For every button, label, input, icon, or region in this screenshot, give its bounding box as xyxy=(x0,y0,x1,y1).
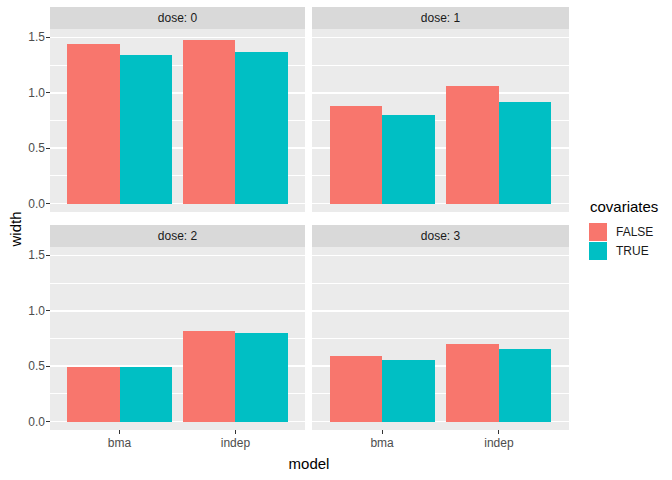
y-tick-mark xyxy=(46,203,50,204)
x-tick-mark xyxy=(382,430,383,434)
y-tick-label: 0.5 xyxy=(11,141,45,155)
bar-indep-false xyxy=(446,344,499,422)
y-tick-mark xyxy=(46,366,50,367)
minor-gridline xyxy=(50,283,305,284)
x-tick-label: indep xyxy=(205,436,265,450)
major-gridline xyxy=(312,310,569,312)
faceted-bar-chart: width model dose: 0 dose: 1 dose: 2 dose: 3… xyxy=(0,0,672,480)
y-tick-mark xyxy=(46,421,50,422)
major-gridline xyxy=(312,37,569,39)
bar-bma-true xyxy=(382,115,435,204)
x-tick-label: bma xyxy=(90,436,150,450)
major-gridline xyxy=(50,310,305,312)
minor-gridline xyxy=(312,65,569,66)
bar-bma-true xyxy=(382,360,435,422)
facet-panel xyxy=(50,247,305,430)
bar-indep-false xyxy=(446,86,499,204)
y-tick-label: 1.0 xyxy=(11,86,45,100)
major-gridline xyxy=(312,255,569,257)
y-tick-mark xyxy=(46,148,50,149)
facet-panel xyxy=(312,247,569,430)
y-tick-label: 1.0 xyxy=(11,304,45,318)
facet-panel xyxy=(50,29,305,212)
y-tick-mark xyxy=(46,37,50,38)
bar-indep-false xyxy=(183,331,235,422)
x-axis-title: model xyxy=(289,455,330,472)
legend-label: TRUE xyxy=(616,244,649,258)
facet-strip: dose: 2 xyxy=(50,225,305,247)
facet-strip: dose: 0 xyxy=(50,7,305,29)
legend-key-true xyxy=(589,242,607,260)
facet-panel xyxy=(312,29,569,212)
legend-item: TRUE xyxy=(589,242,658,260)
x-tick-label: bma xyxy=(352,436,412,450)
bar-indep-false xyxy=(183,40,235,204)
bar-indep-true xyxy=(235,333,287,422)
y-tick-label: 0.5 xyxy=(11,359,45,373)
legend-key-false xyxy=(589,223,607,241)
x-tick-mark xyxy=(119,430,120,434)
major-gridline xyxy=(312,92,569,94)
bar-bma-false xyxy=(330,106,383,204)
x-tick-mark xyxy=(235,430,236,434)
legend: covariates FALSE TRUE xyxy=(589,198,658,261)
minor-gridline xyxy=(312,338,569,339)
legend-label: FALSE xyxy=(616,225,653,239)
bar-bma-false xyxy=(330,356,383,421)
y-tick-label: 1.5 xyxy=(11,248,45,262)
bar-bma-true xyxy=(120,367,172,421)
y-tick-label: 1.5 xyxy=(11,30,45,44)
legend-title: covariates xyxy=(590,198,658,215)
y-tick-label: 0.0 xyxy=(11,415,45,429)
y-tick-mark xyxy=(46,255,50,256)
bar-bma-false xyxy=(67,367,119,421)
y-tick-label: 0.0 xyxy=(11,197,45,211)
minor-gridline xyxy=(312,283,569,284)
bar-bma-true xyxy=(120,55,172,204)
y-axis-title: width xyxy=(7,211,24,246)
bar-indep-true xyxy=(499,102,552,204)
bar-bma-false xyxy=(67,44,119,204)
facet-strip: dose: 3 xyxy=(312,225,569,247)
legend-item: FALSE xyxy=(589,223,658,241)
x-tick-label: indep xyxy=(469,436,529,450)
facet-strip: dose: 1 xyxy=(312,7,569,29)
y-tick-mark xyxy=(46,92,50,93)
major-gridline xyxy=(50,255,305,257)
bar-indep-true xyxy=(235,52,287,204)
major-gridline xyxy=(50,37,305,39)
legend-items: FALSE TRUE xyxy=(589,223,658,260)
x-tick-mark xyxy=(498,430,499,434)
bar-indep-true xyxy=(499,349,552,422)
y-tick-mark xyxy=(46,310,50,311)
